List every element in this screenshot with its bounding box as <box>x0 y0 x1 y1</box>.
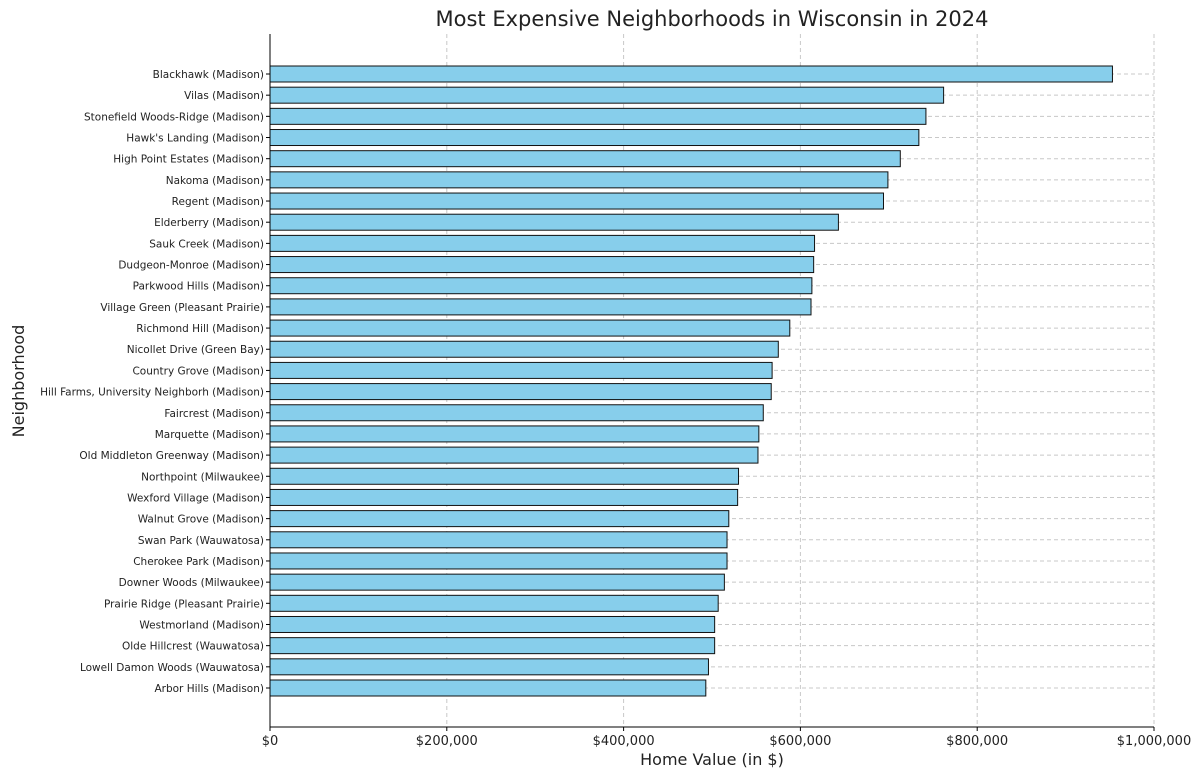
x-tick-label: $600,000 <box>769 734 831 749</box>
bar <box>269 488 739 506</box>
bar <box>269 192 884 210</box>
category-labels: Blackhawk (Madison) Vilas (Madison) Stonef… <box>40 69 270 695</box>
category-label: Country Grove (Madison) <box>132 365 264 377</box>
category-label: Swan Park (Wauwatosa) <box>138 535 264 547</box>
bar <box>269 171 889 189</box>
x-axis-label: Home Value (in $) <box>640 750 784 769</box>
bar <box>269 340 779 358</box>
bar <box>269 86 945 104</box>
category-label: High Point Estates (Madison) <box>113 154 264 166</box>
chart-title: Most Expensive Neighborhoods in Wisconsi… <box>436 7 989 31</box>
category-label: Walnut Grove (Madison) <box>138 514 264 526</box>
category-label: Olde Hillcrest (Wauwatosa) <box>122 641 264 653</box>
x-tick-label: $1,000,000 <box>1117 734 1191 749</box>
bar <box>269 213 839 231</box>
category-label: Nicollet Drive (Green Bay) <box>127 344 264 356</box>
bar <box>269 404 764 422</box>
x-tick-labels: $0 $200,000 $400,000 $600,000 $800,000 $1,000… <box>262 727 1191 749</box>
x-tick-label: $0 <box>262 734 279 749</box>
bar <box>269 573 725 591</box>
bar <box>269 383 772 401</box>
bar <box>269 361 773 379</box>
category-label: Hill Farms, University Neighborh (Madiso… <box>40 387 264 399</box>
bar <box>269 65 1113 83</box>
bar <box>269 277 813 295</box>
category-label: Cherokee Park (Madison) <box>133 556 264 568</box>
category-label: Stonefield Woods-Ridge (Madison) <box>84 111 264 123</box>
bar <box>269 615 716 633</box>
category-label: Richmond Hill (Madison) <box>136 323 264 335</box>
category-label: Prairie Ridge (Pleasant Prairie) <box>104 598 264 610</box>
bar <box>269 594 719 612</box>
category-label: Regent (Madison) <box>172 196 264 208</box>
category-label: Blackhawk (Madison) <box>153 69 264 81</box>
x-tick-label: $200,000 <box>416 734 478 749</box>
bar <box>269 319 791 337</box>
category-label: Parkwood Hills (Madison) <box>133 281 264 293</box>
category-label: Dudgeon-Monroe (Madison) <box>118 260 264 272</box>
bar <box>269 256 815 274</box>
bar <box>269 425 760 443</box>
category-label: Faircrest (Madison) <box>164 408 264 420</box>
bar <box>269 679 707 697</box>
bar <box>269 129 920 147</box>
category-label: Wexford Village (Madison) <box>127 492 264 504</box>
axes <box>269 34 1154 728</box>
category-label: Northpoint (Milwaukee) <box>141 471 264 483</box>
category-label: Nakoma (Madison) <box>166 175 264 187</box>
category-label: Arbor Hills (Madison) <box>154 683 264 695</box>
bars <box>269 65 1113 697</box>
category-label: Lowell Damon Woods (Wauwatosa) <box>80 662 264 674</box>
x-tick-label: $800,000 <box>946 734 1008 749</box>
category-label: Westmorland (Madison) <box>139 619 264 631</box>
category-label: Sauk Creek (Madison) <box>149 238 264 250</box>
category-label: Downer Woods (Milwaukee) <box>119 577 264 589</box>
y-axis-label: Neighborhood <box>9 325 28 438</box>
category-label: Elderberry (Madison) <box>154 217 264 229</box>
category-label: Marquette (Madison) <box>155 429 264 441</box>
bar <box>269 298 812 316</box>
bar <box>269 446 759 464</box>
x-tick-label: $400,000 <box>593 734 655 749</box>
category-label: Old Middleton Greenway (Madison) <box>79 450 264 462</box>
category-label: Village Green (Pleasant Prairie) <box>100 302 264 314</box>
bar <box>269 658 709 676</box>
category-label: Hawk's Landing (Madison) <box>126 133 264 145</box>
bar <box>269 510 730 528</box>
bar <box>269 234 816 252</box>
bar <box>269 150 901 168</box>
category-label: Vilas (Madison) <box>184 90 264 102</box>
bar <box>269 531 728 549</box>
bar <box>269 552 728 570</box>
bar <box>269 107 927 125</box>
bar <box>269 637 716 655</box>
bar <box>269 467 740 485</box>
